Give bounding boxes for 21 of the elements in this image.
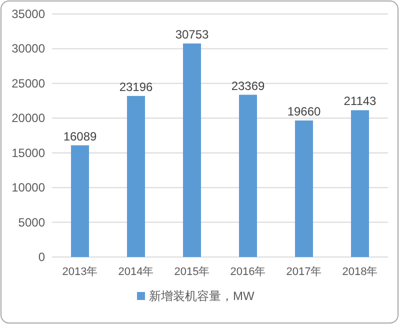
xtick: 2015年 xyxy=(174,266,210,278)
data-label: 23196 xyxy=(119,80,153,94)
ytick: 35000 xyxy=(12,7,45,21)
ytick: 20000 xyxy=(12,111,45,126)
xtick: 2013年 xyxy=(62,266,98,278)
xtick: 2014年 xyxy=(118,266,154,278)
xtick: 2016年 xyxy=(230,266,266,278)
ytick: 15000 xyxy=(12,146,45,160)
data-label: 21143 xyxy=(344,94,376,108)
legend: 新增装机容量，MW xyxy=(137,289,254,303)
xtick: 2017年 xyxy=(286,266,322,278)
data-label: 30753 xyxy=(175,27,209,42)
ytick: 0 xyxy=(38,250,45,264)
ytick: 5000 xyxy=(18,215,45,230)
data-label: 19660 xyxy=(287,104,321,118)
xtick: 2018年 xyxy=(342,266,378,278)
ytick: 30000 xyxy=(12,42,45,56)
ytick: 25000 xyxy=(12,76,45,90)
data-label: 23369 xyxy=(231,78,265,93)
ytick: 10000 xyxy=(12,180,45,195)
data-label: 16089 xyxy=(63,129,97,144)
